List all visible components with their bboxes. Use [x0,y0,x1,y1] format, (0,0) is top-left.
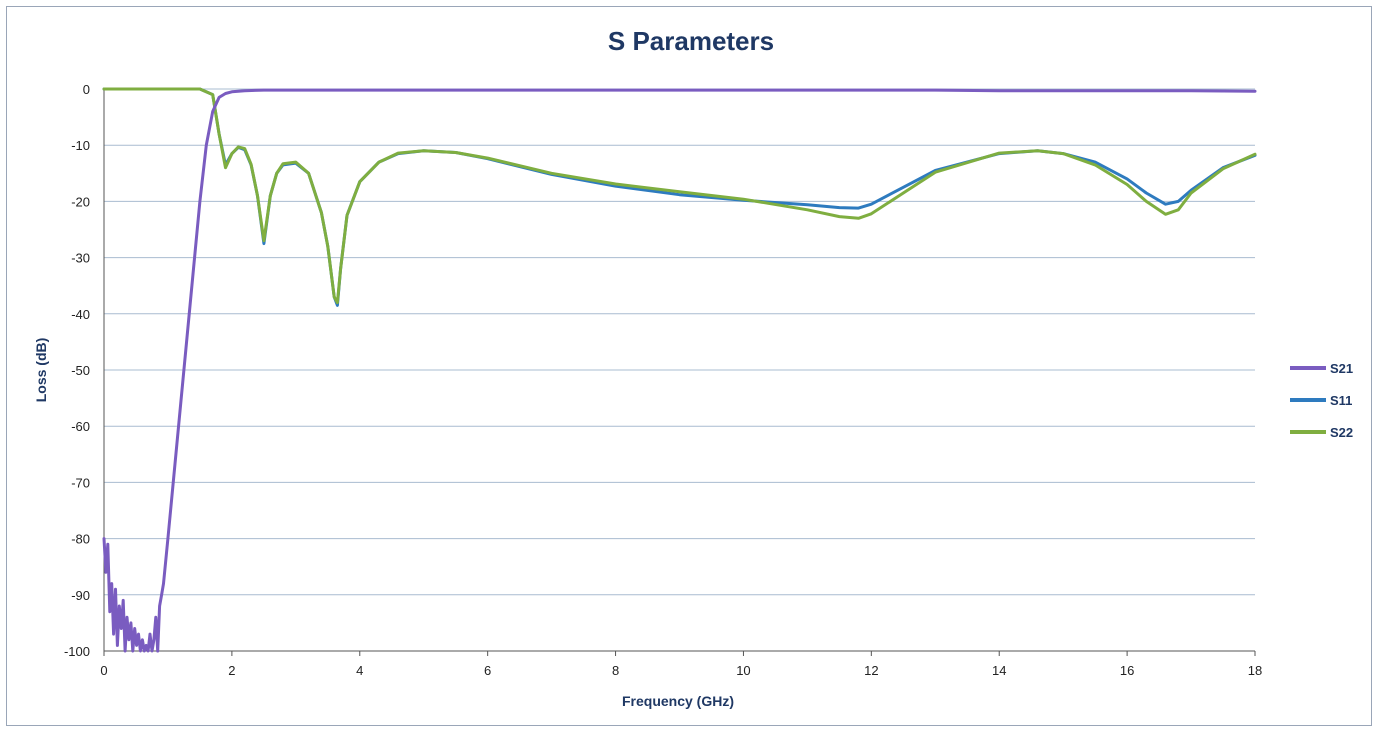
y-tick-label: -70 [71,475,90,490]
x-tick-label: 10 [736,663,750,678]
x-tick-label: 0 [100,663,107,678]
y-tick-label: -60 [71,419,90,434]
series-line-s21 [102,88,1257,653]
x-tick-label: 6 [484,663,491,678]
y-tick-label: 0 [83,82,90,97]
series-line-s22 [102,87,1257,305]
x-tick-label: 2 [228,663,235,678]
x-axis-label: Frequency (GHz) [622,693,734,709]
x-tick-label: 8 [612,663,619,678]
y-tick-label: -10 [71,138,90,153]
x-tick-labels: 0 2 4 6 8 10 12 14 16 18 [100,663,1262,678]
y-axis-label: Loss (dB) [33,338,49,403]
legend-label-s11: S11 [1330,393,1352,408]
y-tick-label: -20 [71,194,90,209]
x-tick-label: 16 [1120,663,1134,678]
y-tick-label: -100 [64,644,90,659]
x-tick-label: 12 [864,663,878,678]
y-tick-label: -90 [71,588,90,603]
series-line-s11 [102,87,1257,307]
series-lines [102,87,1257,653]
legend-label-s21: S21 [1330,361,1353,376]
x-tick-label: 4 [356,663,363,678]
x-tick-label: 14 [992,663,1006,678]
legend: S21 S11 S22 [1290,361,1353,440]
legend-label-s22: S22 [1330,425,1353,440]
y-tick-label: -80 [71,532,90,547]
chart-frame [6,6,1372,726]
x-tick-label: 18 [1248,663,1262,678]
y-tick-label: -40 [71,307,90,322]
grid-lines [104,88,1255,596]
chart-title: S Parameters [607,26,775,56]
y-tick-labels: 0 -10 -20 -30 -40 -50 -60 -70 -80 -90 -100 [64,82,90,659]
y-tick-label: -50 [71,363,90,378]
y-tick-label: -30 [71,251,90,266]
